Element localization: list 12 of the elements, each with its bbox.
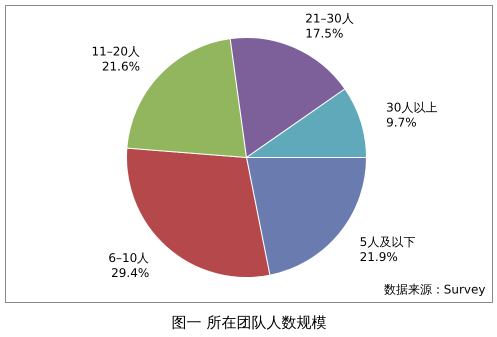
slice-label: 6–10人 [108,251,150,266]
text: 图一 所在团队人数规模 [172,314,326,332]
slice-label: 11–20人 [91,44,140,59]
data-label: 9.7% [386,115,417,130]
data-label: 21.9% [360,250,398,264]
source-note: 数据来源：Survey [384,282,486,296]
slice-label: 5人及以下 [360,234,416,249]
slice-label: 30人以上 [386,100,438,114]
data-label: 21.6% [102,60,140,74]
data-label: 29.4% [111,266,150,280]
data-label: 17.5% [305,26,344,41]
slice-label: 21–30人 [305,12,354,26]
